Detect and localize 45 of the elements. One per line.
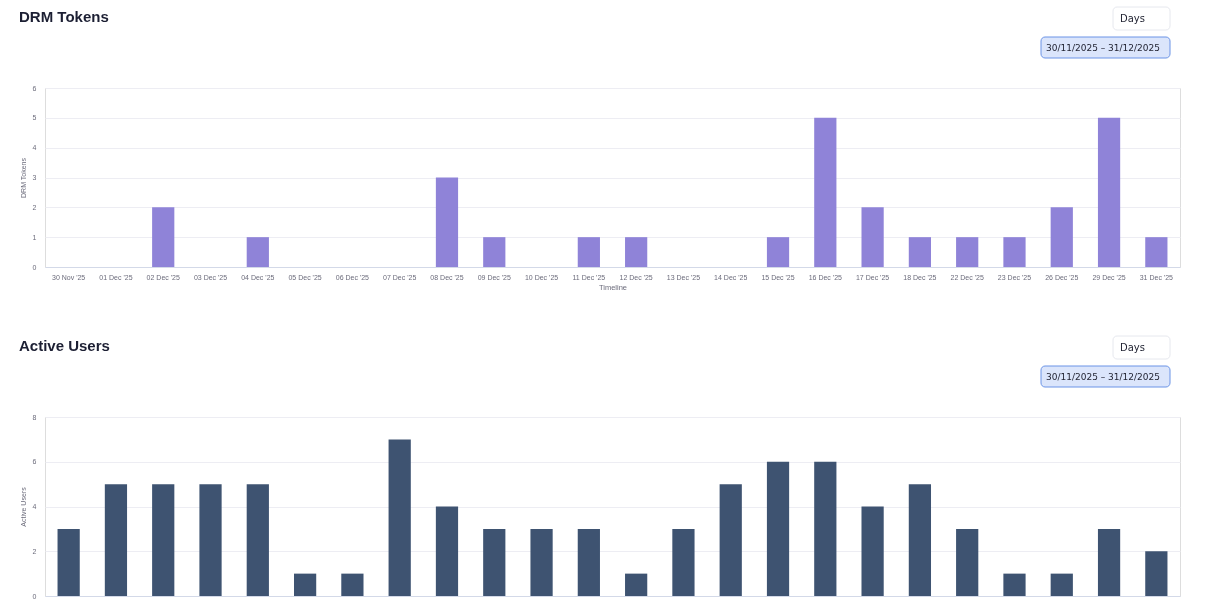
bar xyxy=(530,528,553,596)
bar xyxy=(1145,237,1168,267)
bar xyxy=(435,506,459,596)
bar xyxy=(388,439,411,596)
bar xyxy=(104,484,128,596)
bar xyxy=(814,461,837,596)
bar xyxy=(766,461,790,596)
text: 30/11/2025 – 31/12/2025 xyxy=(1046,371,1160,382)
bar xyxy=(1050,207,1073,267)
bar xyxy=(152,484,175,596)
text: Days xyxy=(1120,341,1145,353)
bar xyxy=(1145,551,1168,596)
bar xyxy=(1050,573,1073,596)
bar xyxy=(908,237,932,267)
bar xyxy=(861,207,884,267)
bar xyxy=(293,573,317,596)
bar xyxy=(577,237,600,267)
bar xyxy=(483,237,506,267)
bar xyxy=(1097,117,1121,267)
bar xyxy=(435,177,459,267)
bar xyxy=(956,237,979,267)
chart-title: Active Users xyxy=(19,337,110,354)
bar xyxy=(956,528,979,596)
bar xyxy=(199,484,222,596)
chart-title: DRM Tokens xyxy=(19,8,109,25)
bar xyxy=(246,484,269,596)
bar xyxy=(246,237,269,267)
bar xyxy=(341,573,364,596)
bar xyxy=(1003,237,1026,267)
bar xyxy=(483,528,506,596)
bar xyxy=(766,237,790,267)
bar xyxy=(672,528,695,596)
bar xyxy=(1003,573,1026,596)
bar xyxy=(577,528,600,596)
bar xyxy=(625,573,648,596)
bar xyxy=(908,484,932,596)
text: 30/11/2025 – 31/12/2025 xyxy=(1046,42,1160,53)
bar xyxy=(625,237,648,267)
bar xyxy=(1097,528,1121,596)
text: Days xyxy=(1120,12,1145,24)
bar xyxy=(814,117,837,267)
bar xyxy=(152,207,175,267)
bar xyxy=(861,506,884,596)
bar xyxy=(719,484,742,596)
bar xyxy=(57,528,80,596)
